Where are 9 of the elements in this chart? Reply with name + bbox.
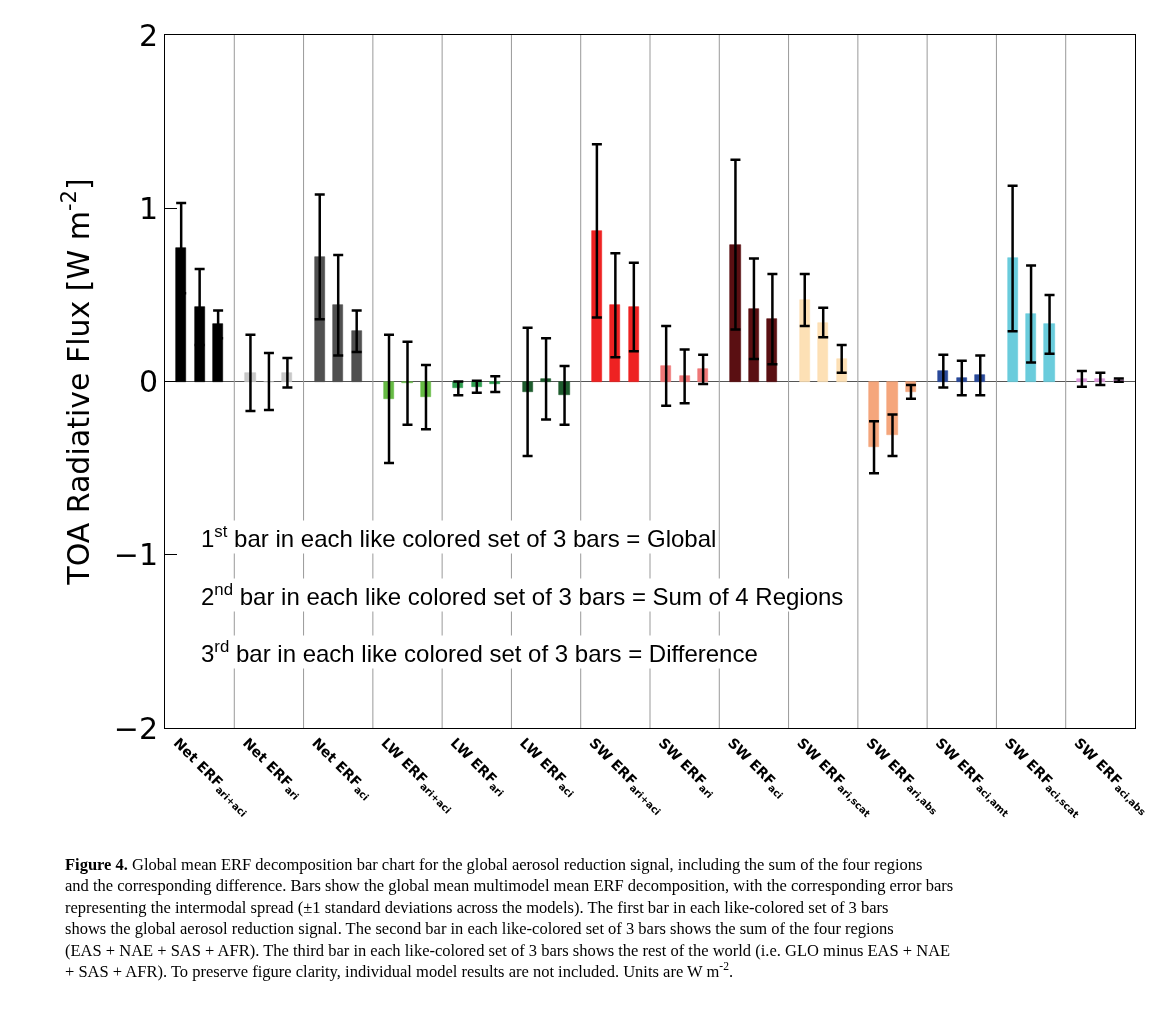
annotation: 1$^{st}$ bar in each like colored set of 3 bars = Global <box>201 522 717 553</box>
y-tick-label: 2 <box>138 17 158 53</box>
annotation: 2$^{nd}$ bar in each like colored set of 3 bars = Sum of 4 Regions <box>201 580 844 611</box>
y-tick-label: 1 <box>138 190 158 226</box>
annotation: 3$^{rd}$ bar in each like colored set of 3 bars = Difference <box>201 637 758 668</box>
text: Figure 4. Global mean ERF decomposition bar chart for the global aerosol reduction signal, including the sum of the four regions and the corresponding difference. Bars show the global mean multimodel mean ERF decomposition, with the corresponding error bars representing the intermodal spread (±1 standard deviations across the models). The first bar in each like-colored set of 3 bars shows the global aerosol reduction signal. The second bar in each like-colored set of 3 bars shows the sum of the four regions (EAS + NAE + SAS + AFR). The third bar in each like-colored set of 3 bars shows the rest of the world (i.e. GLO minus EAS + NAE + SAS + AFR). To preserve figure clarity, individual model results are not included. Units are W m$^{-2}$. <box>65 855 954 982</box>
y-tick-label: −1 <box>113 537 158 573</box>
y-tick-label: 0 <box>138 364 158 399</box>
y-tick-label: −2 <box>113 710 158 746</box>
